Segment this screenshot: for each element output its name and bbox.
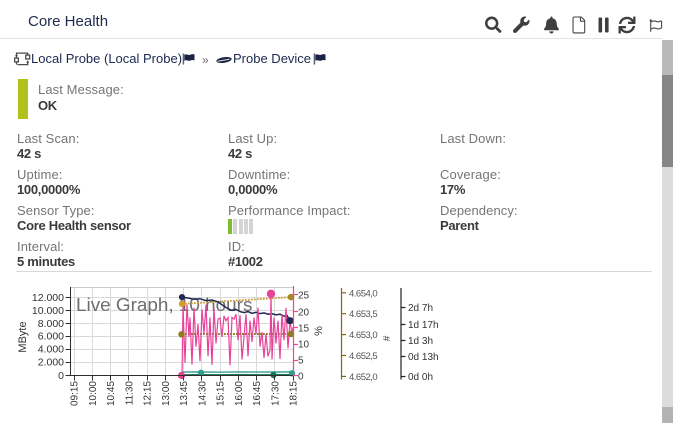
svg-text:4.654,0: 4.654,0 xyxy=(349,288,377,299)
svg-text:Live Graph, 10 hours: Live Graph, 10 hours xyxy=(76,295,252,316)
svg-text:15: 15 xyxy=(298,323,310,334)
svg-text:15:15: 15:15 xyxy=(216,381,227,406)
svg-text:8.000: 8.000 xyxy=(38,318,64,330)
svg-text:12.000: 12.000 xyxy=(32,292,64,304)
svg-text:2d 7h: 2d 7h xyxy=(408,303,433,314)
svg-text:16:45: 16:45 xyxy=(252,381,263,406)
svg-text:#: # xyxy=(382,335,393,341)
svg-text:10.000: 10.000 xyxy=(32,305,64,317)
svg-text:13:45: 13:45 xyxy=(179,381,190,406)
svg-text:18:15: 18:15 xyxy=(289,381,300,406)
svg-text:4.653,0: 4.653,0 xyxy=(349,330,377,341)
svg-text:20: 20 xyxy=(298,307,310,318)
svg-text:10:45: 10:45 xyxy=(106,381,117,406)
svg-text:14:30: 14:30 xyxy=(197,381,208,406)
svg-text:12:15: 12:15 xyxy=(143,381,154,406)
svg-text:4.652,0: 4.652,0 xyxy=(349,372,377,383)
svg-text:0: 0 xyxy=(298,371,304,382)
svg-text:10:00: 10:00 xyxy=(88,381,99,406)
svg-text:5: 5 xyxy=(298,356,304,367)
svg-text:4.000: 4.000 xyxy=(38,344,64,356)
svg-text:0: 0 xyxy=(58,370,64,382)
svg-text:13:00: 13:00 xyxy=(161,381,172,406)
svg-text:16:00: 16:00 xyxy=(234,381,245,406)
svg-text:10: 10 xyxy=(298,340,310,351)
svg-text:09:15: 09:15 xyxy=(70,381,81,406)
svg-text:17:30: 17:30 xyxy=(270,381,281,406)
svg-text:1d 17h: 1d 17h xyxy=(408,320,439,331)
svg-text:11:30: 11:30 xyxy=(124,381,135,406)
svg-text:4.652,5: 4.652,5 xyxy=(349,351,377,362)
svg-text:1d 3h: 1d 3h xyxy=(408,336,433,347)
svg-text:%: % xyxy=(313,326,325,336)
svg-text:25: 25 xyxy=(298,290,310,301)
svg-text:6.000: 6.000 xyxy=(38,331,64,343)
svg-text:0d 0h: 0d 0h xyxy=(408,372,433,383)
svg-text:4.653,5: 4.653,5 xyxy=(349,309,377,320)
svg-text:MByte: MByte xyxy=(17,321,29,352)
svg-text:2.000: 2.000 xyxy=(38,357,64,369)
svg-text:0d 13h: 0d 13h xyxy=(408,352,439,363)
